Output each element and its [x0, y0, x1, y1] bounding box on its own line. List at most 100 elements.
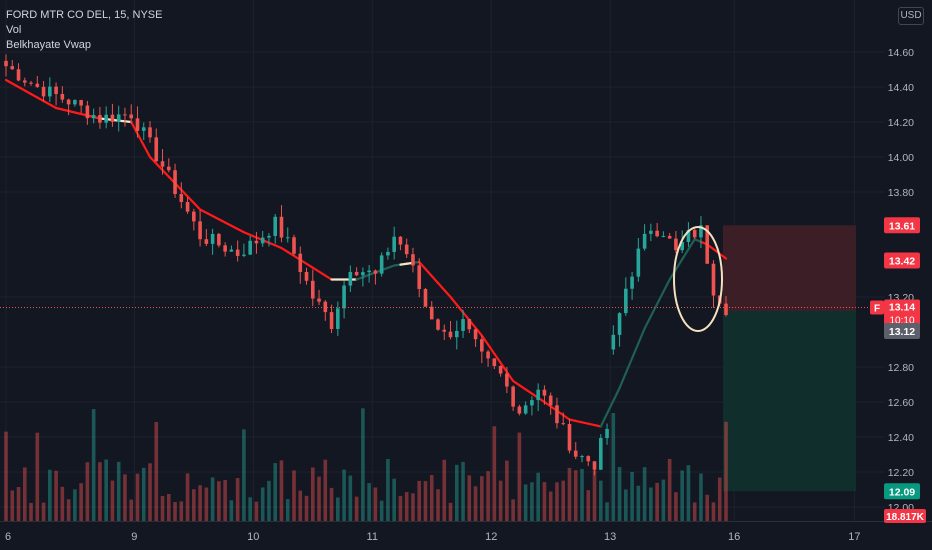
- volume-bar: [154, 421, 159, 521]
- volume-bar: [179, 501, 184, 521]
- volume-bar: [642, 467, 647, 521]
- symbol-title[interactable]: FORD MTR CO DEL, 15, NYSE: [6, 9, 163, 21]
- vwap-segment: [637, 327, 646, 345]
- volume-bar: [630, 471, 634, 521]
- volume-bar: [298, 490, 303, 521]
- candle-body: [386, 251, 390, 256]
- candle-body: [10, 66, 15, 70]
- candle-body: [329, 312, 334, 329]
- candle-body: [204, 239, 209, 244]
- candle-body: [148, 127, 152, 138]
- candle-body: [166, 166, 171, 171]
- candle-body: [154, 137, 159, 162]
- volume-bar: [404, 492, 409, 521]
- candle-body: [429, 306, 434, 320]
- candle-body: [298, 253, 303, 272]
- candle-body: [573, 450, 578, 457]
- volume-bar: [611, 413, 616, 521]
- volume-bar: [473, 486, 478, 521]
- candle-body: [530, 400, 534, 406]
- vwap-indicator-label[interactable]: Belkhayate Vwap: [6, 39, 91, 51]
- vwap-segment: [656, 290, 665, 306]
- take-profit-zone[interactable]: [723, 311, 856, 492]
- candle-body: [686, 229, 691, 242]
- volume-bar: [498, 480, 503, 521]
- volume-bar: [342, 469, 346, 521]
- volume-bar: [79, 483, 83, 521]
- candle-body: [242, 254, 246, 256]
- currency-button[interactable]: USD: [898, 7, 924, 25]
- price-tick-label: 14.20: [888, 117, 914, 129]
- volume-bar: [448, 502, 453, 521]
- candle-body: [411, 254, 415, 266]
- time-tick-label: 9: [131, 531, 137, 543]
- volume-bar: [636, 485, 641, 521]
- volume-bar: [680, 470, 684, 521]
- candle-body: [454, 330, 459, 338]
- volume-bar: [561, 480, 566, 521]
- stop-loss-zone[interactable]: [723, 225, 856, 311]
- vwap-segment: [11, 82, 20, 89]
- target-price-tag-bg: [884, 483, 920, 500]
- vwap-segment: [267, 241, 277, 247]
- volume-bar: [674, 492, 678, 521]
- candle-body: [523, 405, 528, 414]
- vwap-segment: [505, 370, 515, 383]
- vwap-segment: [681, 248, 690, 261]
- volume-bar: [692, 502, 697, 521]
- volume-bar: [655, 482, 659, 521]
- volume-bar: [48, 469, 52, 521]
- candlesticks: [4, 54, 728, 476]
- position-zones[interactable]: [723, 225, 856, 492]
- vwap-segment: [198, 208, 208, 214]
- vwap-segment: [317, 270, 327, 277]
- vwap-segment: [148, 155, 158, 165]
- candle-body: [192, 211, 196, 222]
- vwap-segment: [205, 211, 214, 218]
- candle-body: [617, 313, 622, 335]
- volume-bar: [423, 481, 428, 521]
- candle-body: [304, 271, 309, 281]
- volume-bar: [310, 467, 315, 521]
- candle-body: [667, 235, 672, 239]
- volume-bar: [392, 478, 396, 521]
- candle-body: [141, 127, 146, 131]
- volume-bar: [35, 432, 40, 521]
- candle-body: [116, 114, 121, 122]
- time-tick-label: 6: [5, 531, 11, 543]
- vwap-segment: [217, 218, 227, 224]
- volume-bar: [229, 500, 234, 521]
- candle-body: [436, 319, 440, 330]
- candle-body: [35, 83, 40, 87]
- vwap-segment: [687, 238, 696, 251]
- vwap-segment: [630, 342, 640, 360]
- candle-body: [586, 456, 591, 462]
- volume-bar: [386, 459, 390, 521]
- volume-indicator-label[interactable]: Vol: [6, 24, 22, 36]
- vwap-segment: [36, 96, 45, 103]
- volume-bar: [486, 471, 490, 521]
- candle-body: [705, 225, 710, 264]
- vwap-segment: [562, 414, 571, 421]
- candle-body: [135, 118, 140, 131]
- vwap-segment: [280, 246, 289, 254]
- symbol-tag: F: [874, 304, 880, 315]
- time-axis[interactable]: 6 9 10 11 12 13 16 17: [5, 531, 861, 543]
- volume-bar: [29, 502, 33, 521]
- candle-body: [248, 240, 252, 255]
- candle-body: [492, 358, 497, 367]
- price-axis[interactable]: 14.6014.4014.2014.0013.8013.2012.8012.60…: [888, 47, 914, 514]
- vwap-segment: [4, 78, 14, 85]
- candle-body: [110, 114, 115, 122]
- time-tick-label: 17: [848, 531, 860, 543]
- volume-bar: [104, 459, 108, 521]
- volume-bar: [398, 495, 403, 521]
- symbol-tag-bg: [870, 300, 884, 315]
- candle-body: [129, 114, 134, 119]
- candle-body: [511, 386, 515, 407]
- volume-bar: [523, 484, 528, 521]
- candle-body: [692, 229, 697, 238]
- candle-body: [179, 193, 184, 203]
